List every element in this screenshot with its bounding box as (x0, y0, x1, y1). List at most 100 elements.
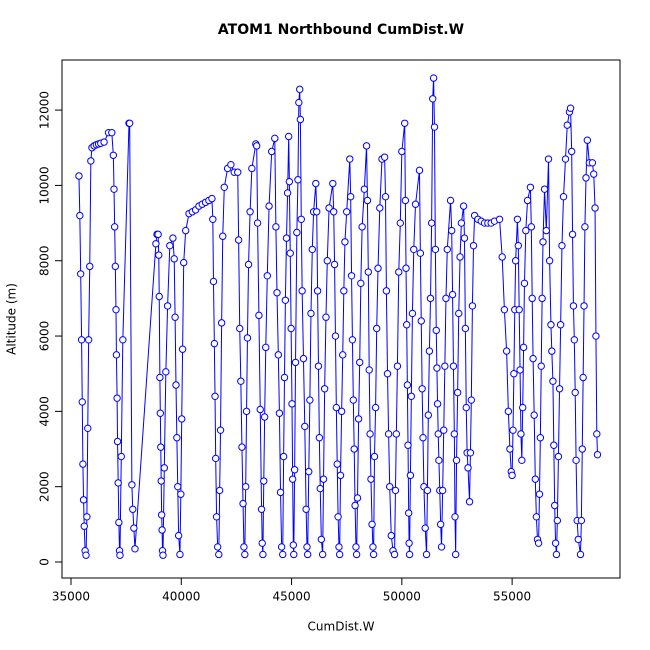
x-axis-label: CumDist.W (308, 620, 375, 634)
data-point (242, 407, 251, 416)
data-point (395, 268, 403, 276)
data-point (579, 373, 587, 382)
data-point (365, 366, 373, 374)
data-point (356, 358, 364, 367)
data-point (358, 223, 366, 231)
data-point (306, 396, 314, 404)
data-point (362, 142, 371, 150)
data-point (441, 362, 449, 370)
data-point (461, 324, 470, 333)
data-point (464, 464, 472, 472)
data-point (220, 183, 228, 191)
data-point (527, 223, 536, 231)
data-point (386, 482, 394, 491)
data-point (514, 241, 522, 250)
data-point (113, 437, 122, 446)
data-point (298, 287, 306, 295)
data-point (219, 232, 227, 240)
data-point (157, 511, 166, 519)
data-point (456, 253, 464, 261)
data-point (354, 415, 363, 423)
data-point (531, 475, 539, 483)
data-point (537, 362, 545, 370)
data-point (236, 324, 244, 333)
data-point (467, 396, 476, 404)
data-point (259, 550, 267, 559)
data-point (287, 324, 295, 333)
data-point (574, 535, 582, 544)
data-point (440, 426, 448, 434)
data-point (457, 219, 466, 227)
data-point (545, 257, 554, 265)
data-point (401, 196, 410, 205)
data-point (208, 194, 216, 203)
data-point (550, 441, 558, 449)
data-point (286, 249, 294, 257)
data-point (429, 95, 437, 103)
data-point (155, 251, 163, 259)
data-point (583, 136, 592, 144)
data-point (284, 132, 293, 141)
data-point (434, 430, 442, 438)
data-point (502, 347, 511, 355)
data-point (515, 305, 523, 314)
data-point (253, 142, 261, 150)
y-tick-label: 8000 (38, 245, 52, 276)
data-point (411, 200, 420, 208)
data-point (210, 339, 219, 348)
data-point (550, 501, 559, 510)
data-point (429, 74, 438, 82)
data-point (593, 430, 601, 438)
data-point (79, 460, 87, 468)
data-point (384, 430, 393, 438)
data-point (246, 208, 254, 216)
data-point (556, 321, 565, 329)
data-point (352, 550, 361, 559)
data-point (392, 430, 401, 438)
data-point (115, 518, 123, 527)
data-point (296, 115, 305, 124)
data-point (295, 98, 303, 107)
data-point (369, 543, 377, 551)
data-point (528, 294, 536, 303)
data-point (172, 381, 180, 389)
data-point (279, 550, 287, 559)
data-point (352, 543, 360, 551)
data-point (593, 450, 602, 459)
data-point (346, 155, 354, 163)
data-point (244, 260, 253, 269)
data-point (313, 287, 322, 295)
data-point (403, 381, 412, 389)
data-point (425, 347, 434, 355)
data-point (416, 249, 425, 257)
x-tick-label: 55000 (493, 590, 531, 604)
data-point (163, 302, 172, 310)
data-point (563, 121, 571, 129)
data-point (460, 234, 469, 242)
data-point (455, 309, 463, 318)
data-point (590, 170, 598, 178)
data-point (538, 294, 546, 303)
data-point (451, 550, 460, 559)
data-point (119, 336, 127, 344)
data-point (343, 208, 351, 216)
data-point (87, 157, 95, 165)
data-point (430, 123, 439, 131)
data-point (302, 505, 310, 513)
data-point (554, 452, 563, 461)
data-point (591, 204, 599, 212)
data-point (433, 400, 442, 408)
data-point (333, 460, 341, 468)
data-point (79, 496, 88, 504)
data-point (408, 309, 417, 318)
data-point (398, 147, 406, 156)
data-point (334, 513, 342, 521)
x-tick-label: 35000 (52, 590, 90, 604)
data-point (277, 543, 286, 551)
data-point (227, 160, 235, 169)
data-point (253, 219, 262, 227)
data-point (158, 526, 166, 534)
data-point (152, 240, 160, 248)
data-point (157, 443, 165, 451)
data-point (423, 486, 432, 495)
